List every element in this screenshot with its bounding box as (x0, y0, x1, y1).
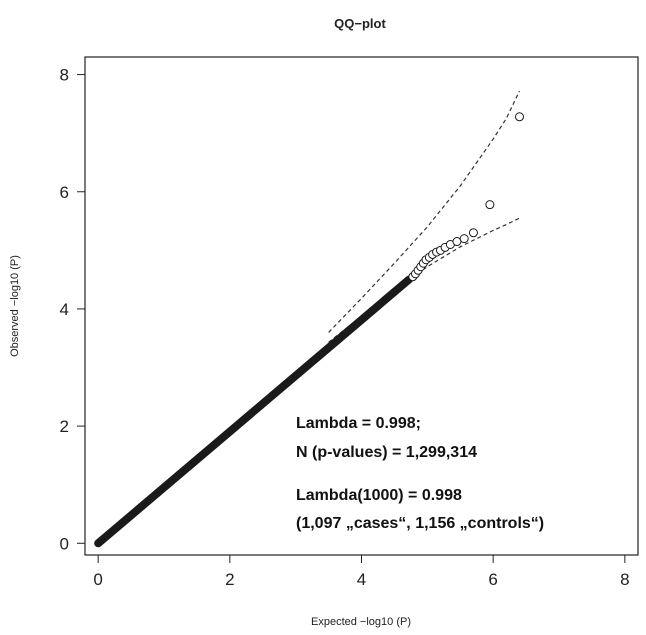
data-point (468, 228, 478, 238)
confidence-upper-line (328, 90, 521, 333)
confidence-band (328, 90, 521, 343)
annotation-n-pvalues: N (p-values) = 1,299,314 (296, 444, 477, 461)
x-axis: 0 2 4 6 8 (93, 554, 630, 589)
data-point (515, 112, 524, 122)
annotation-lambda-1000: Lambda(1000) = 0.998 (296, 487, 462, 504)
x-axis-label: Expected −log10 (P) (311, 616, 411, 628)
y-tick-label: 2 (60, 417, 69, 436)
x-tick-label: 6 (488, 570, 497, 589)
annotation-block: Lambda = 0.998; N (p-values) = 1,299,314… (296, 415, 544, 532)
annotation-cases-controls: (1,097 „cases“, 1,156 „controls“) (296, 515, 544, 532)
data-point (485, 200, 495, 210)
y-tick-label: 6 (60, 183, 69, 202)
y-tick-label: 8 (60, 66, 69, 85)
dense-point-series (94, 275, 413, 548)
y-axis-label: Observed −log10 (P) (9, 255, 21, 357)
x-tick-label: 2 (225, 570, 234, 589)
data-point (459, 234, 469, 244)
y-tick-label: 0 (60, 534, 69, 553)
y-axis: 0 2 4 6 8 (60, 66, 85, 553)
x-tick-label: 4 (357, 570, 366, 589)
annotation-lambda: Lambda = 0.998; (296, 415, 421, 432)
data-points (94, 112, 524, 548)
x-tick-label: 0 (93, 570, 102, 589)
x-tick-label: 8 (620, 570, 629, 589)
y-tick-label: 4 (60, 300, 69, 319)
chart-title: QQ−plot (334, 16, 386, 31)
